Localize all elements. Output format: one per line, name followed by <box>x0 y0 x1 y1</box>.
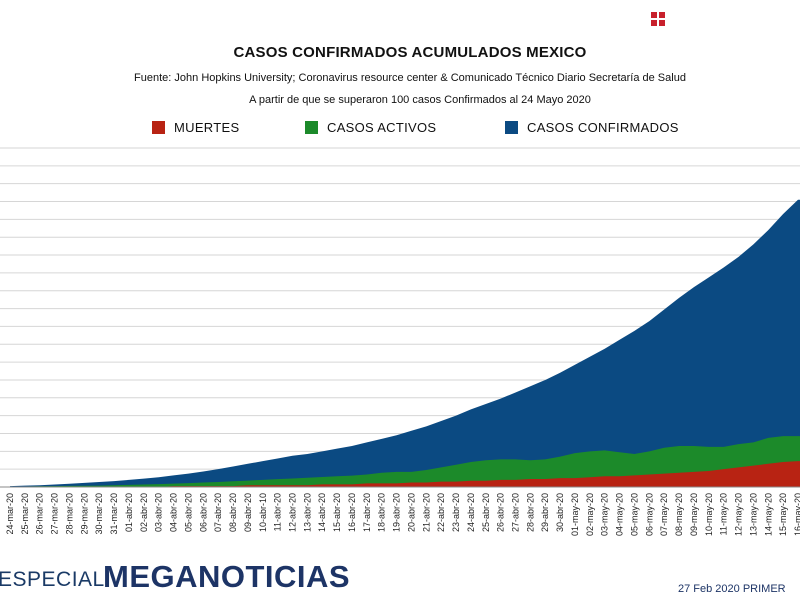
legend-item-active: CASOS ACTIVOS <box>305 120 436 135</box>
x-tick-label: 17-abr-20 <box>362 493 372 532</box>
x-tick-label: 08-may-20 <box>674 493 684 536</box>
legend-item-deaths: MUERTES <box>152 120 239 135</box>
x-tick-label: 19-abr-20 <box>392 493 402 532</box>
area-confirmed-cases <box>10 199 800 488</box>
x-tick-label: 02-may-20 <box>585 493 595 536</box>
x-tick-label: 15-may-20 <box>778 493 788 536</box>
x-tick-label: 28-abr-20 <box>525 493 535 532</box>
x-tick-label: 21-abr-20 <box>421 493 431 532</box>
x-tick-label: 26-mar-20 <box>35 493 45 535</box>
x-tick-label: 11-may-20 <box>719 493 729 535</box>
chart-legend: MUERTES CASOS ACTIVOS CASOS CONFIRMADOS <box>0 120 800 140</box>
legend-label-active: CASOS ACTIVOS <box>327 120 437 135</box>
x-tick-label: 06-may-20 <box>644 493 654 536</box>
x-tick-label: 05-may-20 <box>629 493 639 536</box>
footer-date-text: 27 Feb 2020 PRIMER <box>678 583 786 595</box>
footer-banner: ESPECIAL MEGANOTICIAS 27 Feb 2020 PRIMER <box>0 555 800 600</box>
x-tick-label: 05-abr-20 <box>183 493 193 532</box>
x-tick-label: 10-abr-10 <box>258 493 268 532</box>
x-axis-tick-labels: 24-mar-20 25-mar-20 26-mar-20 27-mar-20 28-m… <box>5 493 800 536</box>
x-tick-label: 24-abr-20 <box>466 493 476 532</box>
x-tick-label: 30-mar-20 <box>94 493 104 535</box>
x-tick-label: 03-may-20 <box>600 493 610 536</box>
chart-areas <box>0 199 800 488</box>
x-tick-label: 12-may-20 <box>734 493 744 536</box>
x-tick-label: 13-may-20 <box>748 493 758 536</box>
area-chart: 24-mar-20 25-mar-20 26-mar-20 27-mar-20 28-m… <box>0 147 800 536</box>
x-tick-label: 28-mar-20 <box>64 493 74 535</box>
legend-label-confirmed: CASOS CONFIRMADOS <box>527 120 679 135</box>
legend-item-confirmed: CASOS CONFIRMADOS <box>505 120 679 135</box>
footer-brand-logo: MEGANOTICIAS <box>103 559 351 594</box>
x-tick-label: 18-abr-20 <box>377 493 387 532</box>
x-tick-label: 10-may-20 <box>704 493 714 536</box>
x-tick-label: 16-abr-20 <box>347 493 357 532</box>
x-tick-label: 14-abr-20 <box>317 493 327 532</box>
x-tick-label: 23-abr-20 <box>451 493 461 532</box>
x-tick-label: 01-abr-20 <box>124 493 134 532</box>
x-tick-label: 27-abr-20 <box>511 493 521 532</box>
x-tick-label: 07-may-20 <box>659 493 669 536</box>
x-tick-label: 12-abr-20 <box>287 493 297 532</box>
x-tick-label: 07-abr-20 <box>213 493 223 532</box>
x-tick-label: 13-abr-20 <box>302 493 312 532</box>
x-tick-label: 27-mar-20 <box>50 493 60 535</box>
legend-swatch-active <box>305 121 318 134</box>
x-tick-label: 02-abr-20 <box>139 493 149 532</box>
x-tick-label: 15-abr-20 <box>332 493 342 532</box>
x-tick-label: 22-abr-20 <box>436 493 446 532</box>
legend-swatch-deaths <box>152 121 165 134</box>
x-tick-label: 29-mar-20 <box>79 493 89 535</box>
x-tick-label: 20-abr-20 <box>406 493 416 532</box>
area-deaths <box>10 461 800 487</box>
x-tick-label: 09-may-20 <box>689 493 699 536</box>
x-tick-label: 08-abr-20 <box>228 493 238 532</box>
x-tick-label: 03-abr-20 <box>154 493 164 532</box>
x-tick-label: 25-mar-20 <box>20 493 30 535</box>
x-tick-label: 31-mar-20 <box>109 493 119 535</box>
x-tick-label: 01-may-20 <box>570 493 580 536</box>
x-tick-label: 04-abr-20 <box>169 493 179 532</box>
legend-label-deaths: MUERTES <box>174 120 240 135</box>
x-tick-label: 30-abr-20 <box>555 493 565 532</box>
x-tick-label: 29-abr-20 <box>540 493 550 532</box>
chart-note: A partir de que se superaron 100 casos C… <box>249 94 591 106</box>
footer-especial-label: ESPECIAL <box>0 568 105 591</box>
x-tick-label: 25-abr-20 <box>481 493 491 532</box>
x-tick-label: 24-mar-20 <box>5 493 15 535</box>
area-active-cases <box>10 436 800 487</box>
x-tick-label: 26-abr-20 <box>496 493 506 532</box>
x-tick-label: 14-may-20 <box>763 493 773 536</box>
x-tick-label: 06-abr-20 <box>198 493 208 532</box>
chart-title: CASOS CONFIRMADOS ACUMULADOS MEXICO <box>233 44 587 61</box>
x-tick-label: 11-abr-20 <box>273 493 283 531</box>
chart-source: Fuente: John Hopkins University; Coronav… <box>134 72 686 84</box>
x-tick-label: 09-abr-20 <box>243 493 253 532</box>
legend-swatch-confirmed <box>505 121 518 134</box>
brand-cross-icon <box>651 12 665 26</box>
x-tick-label: 16-may-20 <box>793 493 800 536</box>
x-tick-label: 04-may-20 <box>615 493 625 536</box>
